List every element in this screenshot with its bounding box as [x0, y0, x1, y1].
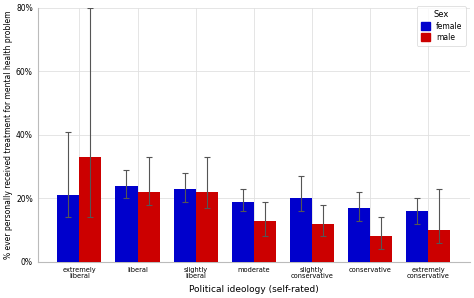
Bar [406, 211, 428, 262]
X-axis label: Political ideology (self-rated): Political ideology (self-rated) [189, 285, 319, 294]
Y-axis label: % ever personally received treatment for mental health problem: % ever personally received treatment for… [4, 10, 13, 259]
Bar [137, 192, 160, 262]
Bar [428, 230, 450, 262]
Bar [312, 224, 334, 262]
Legend: female, male: female, male [417, 6, 466, 46]
Bar [232, 201, 254, 262]
Bar [173, 189, 196, 262]
Bar [370, 237, 392, 262]
Bar [254, 221, 276, 262]
Bar [290, 198, 312, 262]
Bar [196, 192, 218, 262]
Bar [57, 195, 80, 262]
Bar [116, 186, 137, 262]
Bar [80, 157, 101, 262]
Bar [348, 208, 370, 262]
